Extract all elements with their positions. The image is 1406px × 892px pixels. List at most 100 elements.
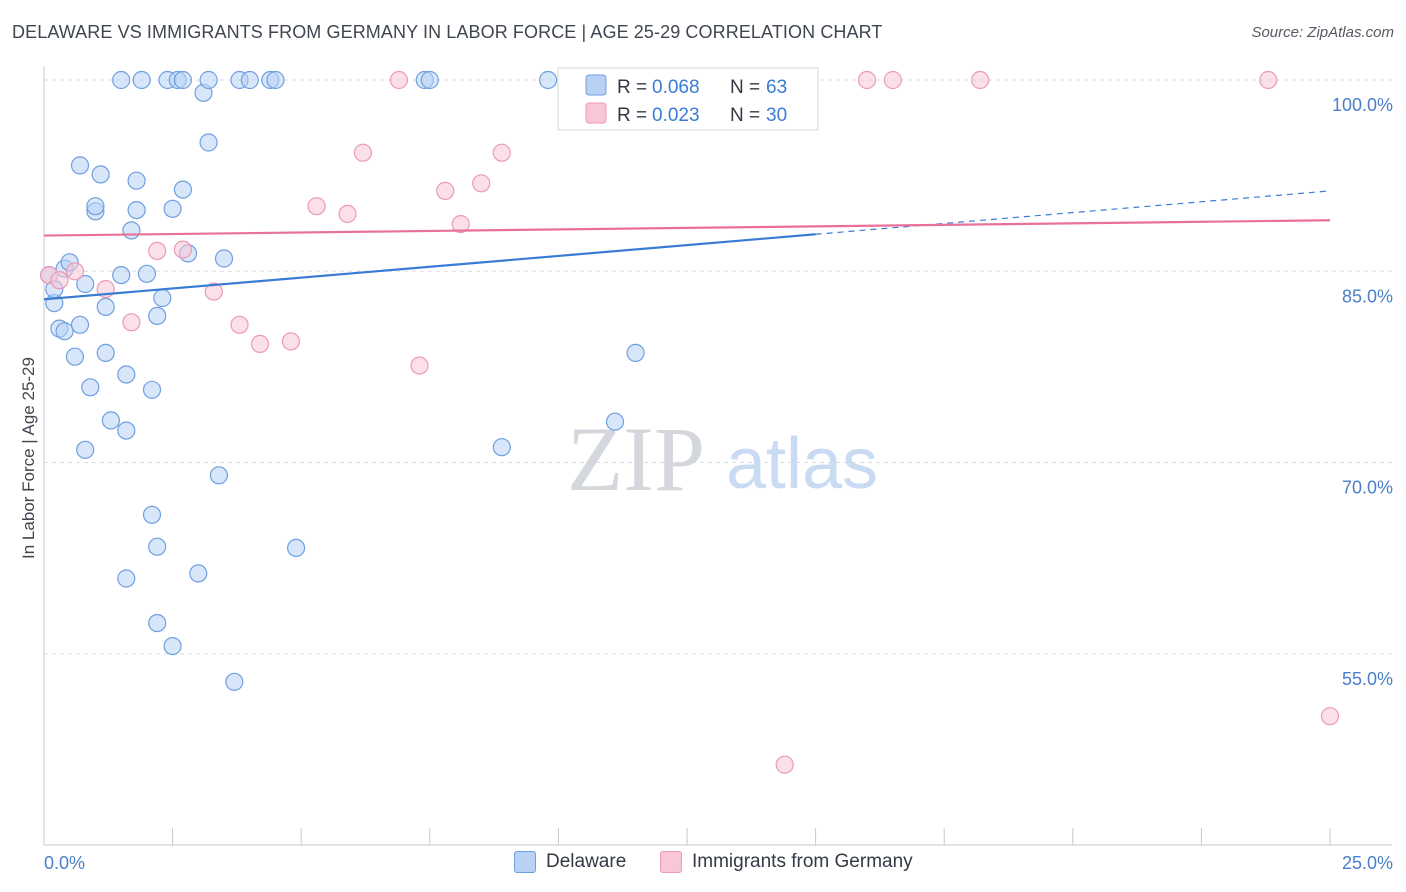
point-delaware (199, 133, 218, 152)
point-delaware (492, 438, 511, 457)
point-germany (148, 241, 167, 260)
legend-r-label: R = (617, 77, 647, 98)
point-delaware (96, 343, 115, 362)
point-delaware (148, 613, 167, 633)
legend-swatch-germany (660, 851, 682, 873)
legend-swatch-delaware (514, 851, 536, 873)
point-delaware (420, 70, 439, 90)
point-germany (775, 755, 794, 774)
legend-r-value: 0.068 (652, 77, 700, 98)
point-delaware (163, 199, 182, 218)
point-delaware (81, 378, 100, 397)
point-delaware (538, 70, 558, 90)
point-delaware (112, 70, 131, 90)
legend-n-label: N = (730, 105, 760, 126)
legend-r-label: R = (617, 105, 647, 126)
point-delaware (153, 288, 172, 308)
legend-swatch-delaware (585, 74, 607, 96)
legend-series: Delaware Immigrants from Germany (0, 851, 1406, 877)
point-delaware (148, 306, 167, 325)
point-delaware (266, 70, 285, 90)
source-label: Source: ZipAtlas.com (1251, 24, 1394, 41)
legend-n-value: 30 (766, 105, 787, 126)
point-delaware (117, 365, 136, 384)
point-delaware (148, 537, 167, 556)
point-delaware (189, 564, 208, 583)
point-delaware (55, 322, 74, 341)
point-germany (353, 143, 372, 162)
legend-stats: R = 0.068 N = 63 R = 0.023 N = 30 (557, 67, 819, 131)
chart-title: DELAWARE VS IMMIGRANTS FROM GERMANY IN L… (12, 22, 883, 42)
point-germany (410, 356, 429, 375)
watermark-zip: ZIP (567, 408, 705, 510)
point-germany (230, 315, 249, 334)
point-germany (1259, 70, 1278, 90)
point-delaware (127, 201, 146, 220)
point-germany (492, 143, 511, 162)
point-delaware (122, 221, 141, 240)
y-tick-label: 70.0% (1342, 478, 1393, 498)
trend-line-germany (43, 219, 1331, 237)
legend-n-label: N = (730, 77, 760, 98)
point-delaware (91, 165, 110, 184)
point-germany (451, 215, 470, 234)
point-germany (65, 262, 85, 281)
legend-n-value: 63 (766, 77, 787, 98)
watermark-atlas: atlas (726, 424, 878, 504)
point-delaware (142, 380, 162, 399)
point-delaware (173, 180, 192, 199)
point-delaware (626, 343, 645, 362)
legend-item-delaware[interactable]: Delaware (514, 851, 626, 873)
legend-label-delaware: Delaware (546, 851, 627, 872)
x-tick-label: 25.0% (1342, 853, 1393, 873)
point-delaware (65, 347, 85, 366)
point-germany (971, 70, 990, 90)
point-germany (307, 197, 326, 216)
point-germany (122, 313, 141, 332)
gridlines (44, 79, 1392, 655)
point-delaware (209, 466, 228, 485)
point-germany (883, 70, 902, 90)
point-germany (472, 174, 491, 193)
point-delaware (101, 411, 121, 430)
legend-r-value: 0.023 (652, 105, 700, 126)
point-delaware (173, 70, 192, 90)
point-delaware (287, 538, 306, 558)
y-tick-label: 55.0% (1342, 669, 1393, 689)
legend-item-germany[interactable]: Immigrants from Germany (660, 851, 913, 873)
trend-line-delaware (43, 233, 816, 301)
point-delaware (137, 264, 156, 283)
point-delaware (132, 70, 151, 90)
point-delaware (214, 249, 234, 268)
tick-labels: 55.0% 70.0% 85.0% 100.0% 0.0% 25.0% (44, 95, 1393, 873)
point-germany (436, 181, 455, 200)
point-delaware (76, 440, 95, 459)
point-delaware (76, 274, 95, 294)
point-delaware (70, 315, 90, 334)
axes (43, 66, 1392, 846)
point-germany (857, 70, 877, 90)
trend-line-delaware-extension (815, 190, 1331, 235)
point-delaware (117, 569, 136, 588)
y-axis-label: In Labor Force | Age 25-29 (19, 357, 38, 559)
point-germany (204, 282, 223, 301)
point-delaware (163, 636, 182, 656)
point-delaware (70, 156, 90, 175)
point-germany (281, 332, 300, 351)
trend-lines (43, 190, 1331, 301)
y-axis-label-group: In Labor Force | Age 25-29 (19, 357, 38, 559)
legend-label-germany: Immigrants from Germany (692, 851, 913, 872)
point-delaware (142, 505, 162, 524)
legend-swatch-germany (585, 102, 607, 124)
point-delaware (117, 421, 136, 440)
point-delaware (96, 297, 115, 316)
point-germany (250, 334, 270, 353)
point-germany (338, 204, 357, 223)
point-delaware (127, 171, 146, 190)
point-delaware (225, 672, 244, 691)
point-delaware (199, 70, 218, 90)
point-delaware (605, 412, 625, 431)
point-delaware (240, 70, 259, 90)
y-tick-label: 100.0% (1332, 95, 1393, 115)
